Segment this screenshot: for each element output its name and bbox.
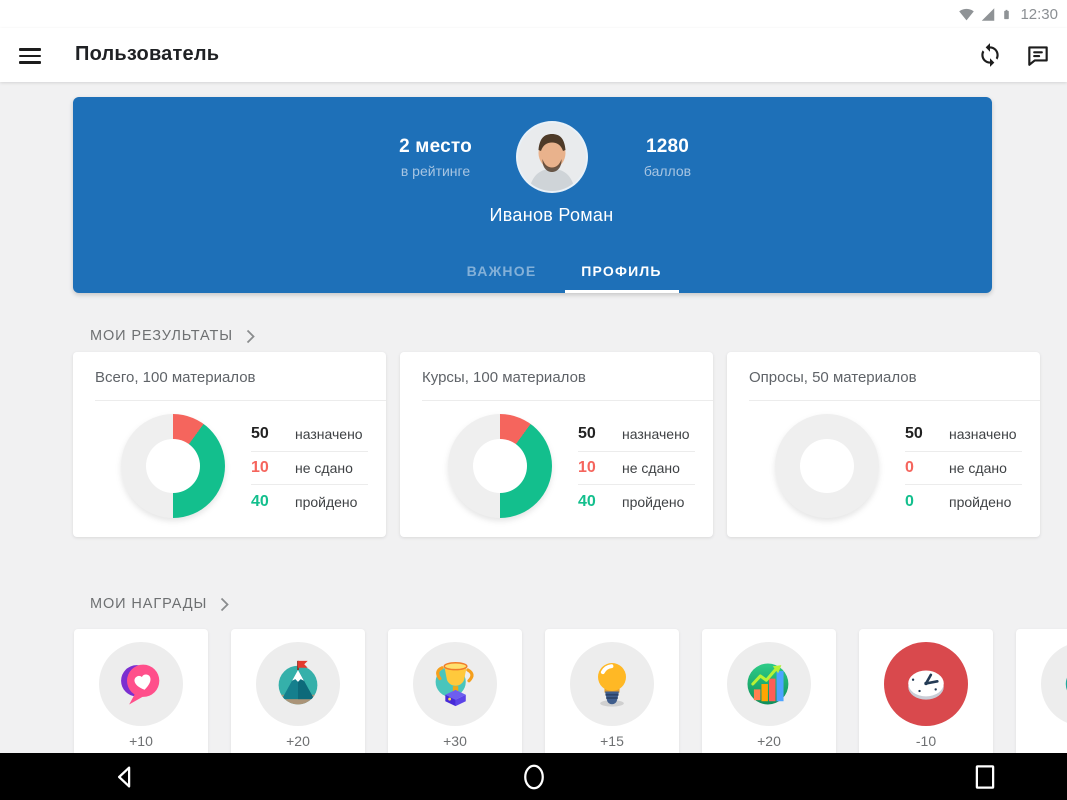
rank-value: 2 место: [399, 135, 472, 157]
profile-card: 2 место в рейтинге 1280 баллов Иванов Ро…: [73, 97, 992, 293]
card-title: Всего, 100 материалов: [95, 369, 256, 386]
divider: [95, 400, 386, 401]
legend-row: 0 не сдано: [905, 452, 1022, 485]
award-points: -10: [915, 733, 937, 749]
results-card-surveys[interactable]: Опросы, 50 материалов 50 назначено 0 не сд…: [727, 352, 1040, 537]
user-name: Иванов Роман: [489, 205, 614, 225]
donut-chart: [775, 414, 879, 518]
award-points: +20: [757, 733, 781, 749]
awards-section-header[interactable]: МОИ НАГРАДЫ: [90, 596, 229, 612]
points-label: баллов: [643, 162, 692, 179]
award-card[interactable]: [1016, 629, 1067, 769]
tab-profile[interactable]: ПРОФИЛЬ: [564, 249, 679, 293]
results-section-title: МОИ РЕЗУЛЬТАТЫ: [90, 328, 233, 344]
teal-badge-icon: [1065, 677, 1067, 691]
wifi-icon: [959, 8, 975, 20]
legend-row: 40 пройдено: [578, 492, 685, 510]
award-card[interactable]: -10: [859, 629, 993, 769]
divider: [749, 400, 1040, 401]
award-points: +15: [600, 733, 624, 749]
app-toolbar: Пользователь: [0, 28, 1067, 82]
award-card[interactable]: +10: [74, 629, 208, 769]
legend-row: 50 назначено: [578, 418, 695, 452]
tab-important[interactable]: ВАЖНОЕ: [466, 263, 537, 279]
back-icon: [118, 766, 131, 787]
results-cards: Всего, 100 материалов 50 назначено 10 не с…: [73, 352, 1040, 537]
chevron-right-icon: [221, 597, 229, 611]
home-icon: [523, 764, 544, 789]
avatar-image: [517, 123, 586, 191]
refresh-icon: [981, 43, 999, 67]
battery-icon: [1004, 9, 1010, 19]
legend-row: 10 не сдано: [578, 452, 695, 485]
card-title: Опросы, 50 материалов: [749, 369, 917, 386]
status-bar: 12:30: [0, 0, 1067, 28]
donut-chart: [448, 414, 552, 518]
chart-legend: 50 назначено 10 не сдано 40 пройдено: [578, 418, 695, 519]
results-card-total[interactable]: Всего, 100 материалов 50 назначено 10 не с…: [73, 352, 386, 537]
card-title: Курсы, 100 материалов: [422, 369, 586, 386]
chart-legend: 50 назначено 10 не сдано 40 пройдено: [251, 418, 368, 519]
legend-row: 10 не сдано: [251, 452, 368, 485]
divider: [422, 400, 713, 401]
legend-row: 40 пройдено: [251, 492, 358, 510]
profile-tabs: ВАЖНОЕ ПРОФИЛЬ: [445, 249, 679, 293]
rank-label: в рейтинге: [400, 162, 471, 179]
award-points: +10: [129, 733, 153, 749]
results-card-courses[interactable]: Курсы, 100 материалов 50 назначено 10 не с…: [400, 352, 713, 537]
clock-badge-icon: [908, 670, 944, 700]
award-card[interactable]: +20: [702, 629, 836, 769]
refresh-button[interactable]: [977, 42, 1003, 68]
chart-legend: 50 назначено 0 не сдано 0 пройдено: [905, 418, 1022, 519]
points-value: 1280: [645, 135, 690, 157]
lightbulb-badge-icon: [598, 663, 626, 707]
menu-icon[interactable]: [19, 44, 41, 66]
chevron-right-icon: [246, 329, 255, 343]
nav-back-button[interactable]: [111, 762, 141, 792]
android-nav-bar: [0, 753, 1067, 800]
award-card[interactable]: +20: [231, 629, 365, 769]
trophy-badge-icon: [435, 662, 474, 707]
messages-button[interactable]: [1025, 42, 1051, 68]
profile-stats: 2 место в рейтинге 1280 баллов: [388, 123, 716, 191]
award-card[interactable]: +15: [545, 629, 679, 769]
recents-icon: [975, 764, 995, 789]
heart-pin-badge-icon: [121, 664, 160, 705]
nav-home-button[interactable]: [519, 762, 549, 792]
mountain-flag-badge-icon: [278, 660, 318, 705]
avatar: [517, 123, 586, 191]
award-points: +30: [443, 733, 467, 749]
growth-chart-badge-icon: [747, 663, 789, 705]
cellular-icon: [982, 7, 995, 21]
rank-stat: 2 место в рейтинге: [388, 136, 484, 179]
award-card[interactable]: +30: [388, 629, 522, 769]
donut-chart: [121, 414, 225, 518]
legend-row: 50 назначено: [905, 418, 1022, 452]
results-section-header[interactable]: МОИ РЕЗУЛЬТАТЫ: [90, 328, 255, 344]
page-title: Пользователь: [75, 43, 220, 66]
points-stat: 1280 баллов: [620, 136, 716, 179]
status-time: 12:30: [1020, 5, 1058, 23]
legend-row: 0 пройдено: [905, 492, 1012, 510]
legend-row: 50 назначено: [251, 418, 368, 452]
awards-section-title: МОИ НАГРАДЫ: [90, 596, 208, 612]
awards-cards: +10 +20: [74, 629, 1067, 769]
chat-icon: [1028, 46, 1048, 66]
nav-recents-button[interactable]: [970, 762, 1000, 792]
award-points: +20: [286, 733, 310, 749]
